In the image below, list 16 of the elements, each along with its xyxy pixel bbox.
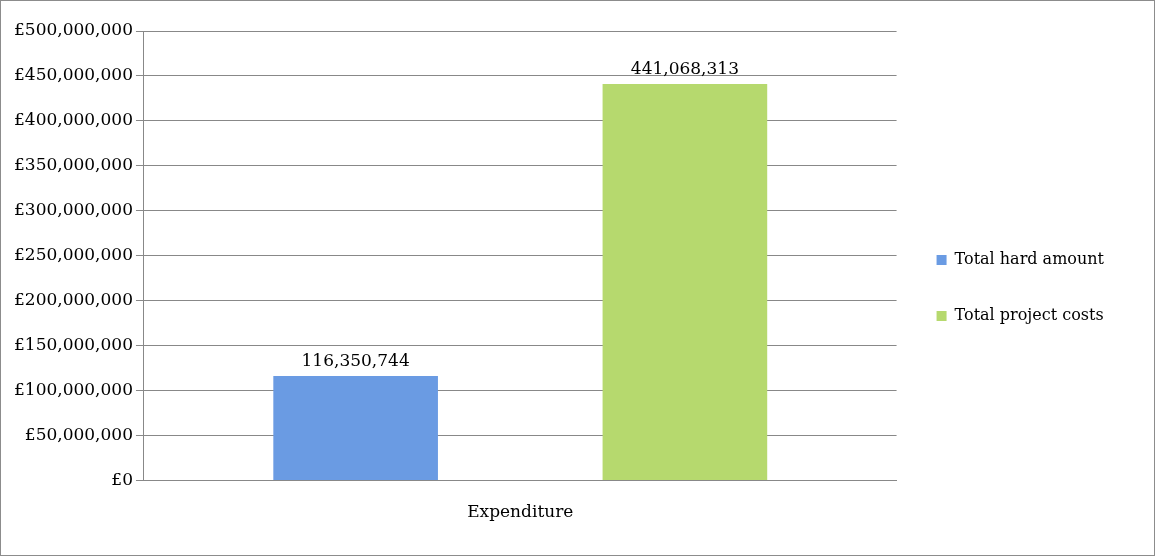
legend-label: Total hard amount: [954, 249, 1105, 269]
x-tick-label: Expenditure: [467, 501, 574, 522]
y-tick-label: £300,000,000: [14, 199, 133, 220]
y-tick-label: £0: [111, 469, 133, 490]
data-label: 441,068,313: [630, 57, 739, 78]
y-tick-label: £350,000,000: [14, 154, 133, 175]
data-label: 116,350,744: [301, 349, 410, 370]
y-tick-label: £50,000,000: [24, 424, 133, 445]
y-tick-label: £250,000,000: [14, 244, 133, 265]
y-tick-label: £500,000,000: [14, 19, 133, 40]
y-tick-label: £400,000,000: [14, 109, 133, 130]
y-tick-label: £100,000,000: [14, 379, 133, 400]
legend-label: Total project costs: [954, 305, 1104, 325]
y-tick-label: £150,000,000: [14, 334, 133, 355]
y-tick-label: £200,000,000: [14, 289, 133, 310]
y-tick-label: £450,000,000: [14, 64, 133, 85]
